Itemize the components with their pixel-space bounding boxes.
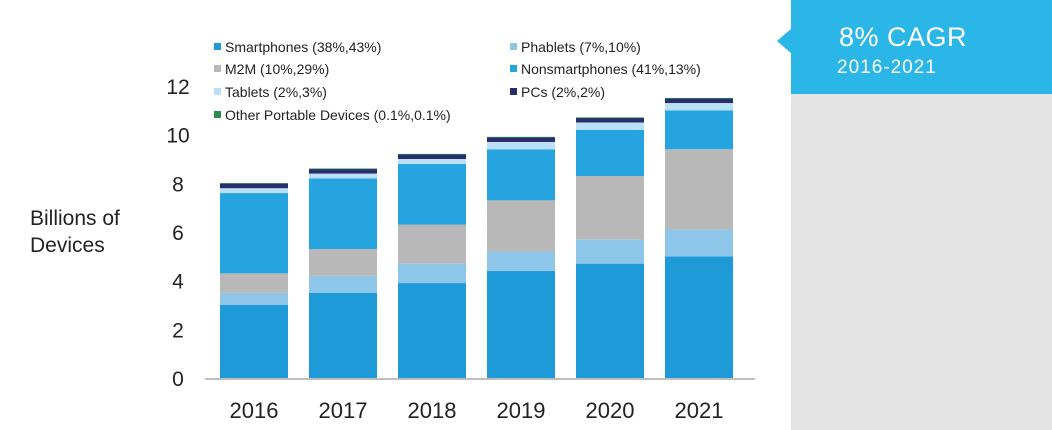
legend-item: PCs (2%,2%): [510, 84, 605, 100]
x-tick-label: 2017: [319, 398, 368, 423]
bar-segment-2016-5: [220, 183, 288, 189]
x-tick-label: 2021: [675, 398, 724, 423]
legend-item: Tablets (2%,3%): [214, 84, 327, 100]
bar-segment-2016-4: [220, 188, 288, 194]
bar-segment-2017-1: [309, 275, 377, 293]
x-tick-label: 2020: [586, 398, 635, 423]
bar-segment-2019-5: [487, 137, 555, 142]
y-tick-label: 0: [172, 368, 184, 391]
bar-segment-2021-3: [665, 110, 733, 150]
bar-segment-2017-0: [309, 292, 377, 378]
legend-label: Nonsmartphones (41%,13%): [521, 61, 701, 77]
x-tick-label: 2019: [497, 398, 546, 423]
y-axis-label-line-2: Devices: [30, 234, 105, 257]
bar-segment-2017-5: [309, 168, 377, 174]
x-tick-label: 2018: [408, 398, 457, 423]
cagr-title: 8% CAGR: [839, 22, 968, 52]
legend-swatch: [214, 111, 221, 118]
bar-segment-2018-5: [398, 154, 466, 159]
legend-label: M2M (10%,29%): [225, 61, 329, 77]
bar-stack-2019: [487, 136, 555, 378]
legend-swatch: [510, 88, 517, 95]
legend-swatch: [510, 43, 517, 50]
y-tick-label: 10: [166, 125, 189, 148]
legend-label: Smartphones (38%,43%): [225, 39, 381, 55]
bar-segment-2016-3: [220, 193, 288, 274]
bar-segment-2017-6: [309, 168, 377, 170]
bar-segment-2016-0: [220, 305, 288, 378]
bar-stack-2020: [576, 117, 644, 378]
legend-swatch: [214, 43, 221, 50]
bar-segment-2018-3: [398, 163, 466, 225]
x-tick-label: 2016: [230, 398, 279, 423]
cagr-pointer: [777, 28, 792, 54]
bar-segment-2020-0: [576, 263, 644, 378]
legend-item: Other Portable Devices (0.1%,0.1%): [214, 107, 451, 123]
legend-swatch: [214, 88, 221, 95]
legend-item: Smartphones (38%,43%): [214, 39, 381, 55]
y-tick-label: 8: [172, 173, 184, 196]
bar-segment-2018-0: [398, 283, 466, 378]
bar-segment-2017-2: [309, 249, 377, 276]
bar-segment-2018-2: [398, 224, 466, 264]
bar-segment-2021-1: [665, 229, 733, 257]
bar-stack-2018: [398, 153, 466, 378]
y-tick-label: 2: [172, 319, 184, 342]
bar-segment-2016-2: [220, 273, 288, 293]
bar-stack-2016: [220, 183, 288, 378]
legend-item: M2M (10%,29%): [214, 61, 329, 77]
y-tick-label: 12: [166, 76, 189, 99]
bar-segment-2021-2: [665, 149, 733, 230]
legend-swatch: [214, 65, 221, 72]
bar-segment-2019-6: [487, 136, 555, 138]
cagr-banner: 8% CAGR 2016-2021: [791, 0, 1052, 94]
bar-segment-2017-3: [309, 178, 377, 250]
legend-item: Nonsmartphones (41%,13%): [510, 61, 701, 77]
bar-stack-2021: [665, 97, 733, 378]
bar-segment-2016-1: [220, 292, 288, 305]
legend: Smartphones (38%,43%) Phablets (7%,10%) M2…: [214, 39, 701, 123]
cagr-period: 2016-2021: [837, 57, 937, 78]
bar-segment-2018-1: [398, 263, 466, 284]
y-tick-label: 6: [172, 222, 184, 245]
bar-segment-2020-4: [576, 122, 644, 130]
bar-segment-2018-4: [398, 159, 466, 164]
legend-swatch: [510, 65, 517, 72]
y-axis-label-line-1: Billions of: [30, 207, 120, 230]
legend-item: Phablets (7%,10%): [510, 39, 641, 55]
bar-segment-2021-4: [665, 103, 733, 111]
bar-segment-2021-0: [665, 256, 733, 378]
bar-segment-2019-2: [487, 200, 555, 252]
bar-segment-2016-6: [220, 183, 288, 184]
bar-segment-2019-3: [487, 149, 555, 201]
bar-segment-2020-3: [576, 129, 644, 177]
y-axis-label: Billions of Devices: [30, 205, 150, 259]
stacked-bar-chart: 2016 2017 2018 2019 2020 2021 0 2 4 6 8 10 12 Smartp…: [166, 39, 755, 423]
bar-segment-2021-6: [665, 97, 733, 99]
bar-segment-2020-2: [576, 176, 644, 240]
bar-segment-2019-4: [487, 141, 555, 150]
axis-layer: 2016 2017 2018 2019 2020 2021 0 2 4 6 8 10 12: [166, 76, 755, 423]
y-tick-label: 4: [172, 271, 184, 294]
legend-label: PCs (2%,2%): [521, 84, 605, 100]
legend-label: Tablets (2%,3%): [225, 84, 327, 100]
bar-segment-2019-0: [487, 270, 555, 378]
bar-segment-2019-1: [487, 251, 555, 271]
bar-segment-2020-5: [576, 117, 644, 123]
legend-label: Other Portable Devices (0.1%,0.1%): [225, 107, 451, 123]
bar-segment-2020-6: [576, 117, 644, 119]
legend-label: Phablets (7%,10%): [521, 39, 641, 55]
bars-layer: [220, 97, 733, 378]
bar-stack-2017: [309, 168, 377, 378]
bar-segment-2021-5: [665, 98, 733, 104]
bar-segment-2017-4: [309, 173, 377, 179]
bar-segment-2020-1: [576, 239, 644, 264]
bar-segment-2018-6: [398, 153, 466, 155]
